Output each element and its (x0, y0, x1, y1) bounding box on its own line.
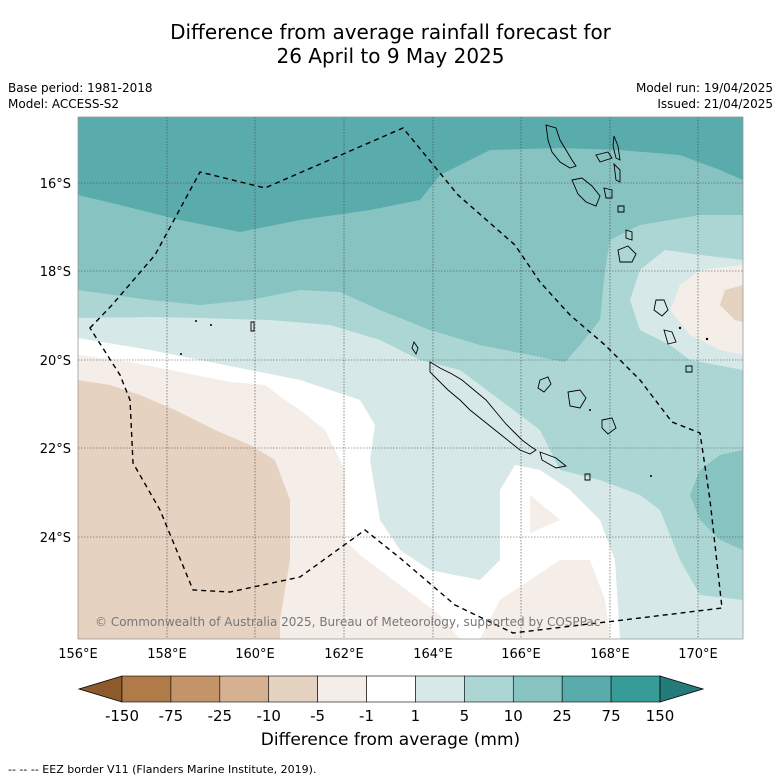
colorbar-tick-label: 1 (411, 707, 421, 725)
latitude-labels: 16°S 18°S 20°S 22°S 24°S (40, 177, 71, 546)
map-frame (77, 116, 744, 640)
metadata-right: Model run: 19/04/2025 Issued: 21/04/2025 (636, 80, 773, 112)
colorbar-tick-label: -1 (359, 707, 374, 725)
islet-5 (705, 337, 709, 341)
lon-label-156e: 156°E (58, 647, 98, 662)
lat-label-22s: 22°S (40, 442, 71, 457)
islet-3 (180, 353, 182, 355)
walpole-island (584, 473, 591, 481)
issued-text: Issued: 21/04/2025 (657, 97, 773, 111)
contour-neg1-neg5-south (480, 560, 610, 639)
coastlines (250, 124, 693, 481)
aneityum-island (663, 329, 677, 345)
malakula-island (571, 177, 601, 207)
colorbar-tick-label: -10 (256, 707, 281, 725)
lon-label-162e: 162°E (324, 647, 364, 662)
epi-island (617, 205, 625, 213)
colorbar-segment (610, 675, 661, 703)
maewo-island (612, 135, 621, 161)
espiritu-santo-island (545, 124, 577, 169)
ambrym-island (603, 187, 613, 199)
eez-footnote: -- -- -- EEZ border V11 (Flanders Marine… (8, 763, 317, 776)
contour-25-75 (78, 117, 743, 232)
colorbar-tick-label: -25 (208, 707, 233, 725)
lat-label-16s: 16°S (40, 177, 71, 192)
contour-neg1-neg5-patch (530, 495, 560, 533)
colorbar-segment (121, 675, 172, 703)
colorbar-label: Difference from average (mm) (260, 730, 521, 750)
colorbar-segment (219, 675, 270, 703)
base-period-text: Base period: 1981-2018 (8, 81, 153, 95)
colorbar-tick-label: 25 (553, 707, 572, 725)
graticule (78, 117, 743, 639)
islet-2 (210, 324, 212, 326)
colorbar-tick-label: 10 (504, 707, 523, 725)
islet-6 (650, 475, 652, 477)
lifou-island (567, 389, 587, 409)
lon-label-160e: 160°E (235, 647, 275, 662)
metadata-left: Base period: 1981-2018 Model: ACCESS-S2 (8, 80, 153, 112)
tanna-island (653, 299, 669, 317)
colorbar-tick-label: 5 (460, 707, 470, 725)
colorbar-tick-label: -150 (105, 707, 139, 725)
small-islets (180, 320, 709, 477)
copyright-text: © Commonwealth of Australia 2025, Bureau… (95, 615, 600, 629)
colorbar-segment (561, 675, 612, 703)
colorbar: -150 -75 -25 -10 -5 -1 1 5 10 25 75 150 (77, 675, 705, 725)
rainfall-contours (78, 117, 743, 639)
contour-neg5-neg10-east (720, 285, 743, 322)
colorbar-tick-label: -5 (310, 707, 325, 725)
colorbar-tick-label: 150 (646, 707, 675, 725)
model-run-text: Model run: 19/04/2025 (635, 81, 773, 95)
colorbar-segment (317, 675, 367, 703)
islet-1 (195, 320, 197, 322)
new-caledonia-island (429, 361, 537, 455)
rennell-island (250, 321, 255, 332)
lon-label-166e: 166°E (501, 647, 541, 662)
isle-of-pines (539, 451, 568, 469)
model-text: Model: ACCESS-S2 (8, 97, 120, 111)
map-title: Difference from average rainfall forecas… (0, 20, 781, 68)
lon-label-158e: 158°E (147, 647, 187, 662)
lat-label-24s: 24°S (40, 531, 71, 546)
lat-label-20s: 20°S (40, 354, 71, 369)
erromango-island (617, 245, 637, 263)
colorbar-segment (170, 675, 221, 703)
contour-10-25-east (690, 450, 743, 550)
longitude-labels: 156°E 158°E 160°E 162°E 164°E 166°E 168°… (58, 647, 718, 662)
belep-islands (411, 340, 419, 356)
lat-label-18s: 18°S (40, 265, 71, 280)
title-line-1: Difference from average rainfall forecas… (170, 20, 611, 44)
matthew-island (685, 365, 693, 373)
lon-label-164e: 164°E (413, 647, 453, 662)
colorbar-segment (268, 675, 318, 703)
islet-7 (589, 409, 591, 411)
colorbar-segment (512, 675, 563, 703)
colorbar-segment (464, 675, 514, 703)
islet-4 (678, 326, 682, 330)
title-line-2: 26 April to 9 May 2025 (276, 44, 505, 68)
ambae-island (595, 151, 613, 163)
contour-neg5-neg10 (78, 380, 290, 639)
efate-island (625, 229, 633, 241)
mare-island (601, 417, 617, 435)
ouvea-island (537, 376, 552, 393)
colorbar-tick-label: -75 (159, 707, 184, 725)
colorbar-tick-label: 75 (602, 707, 621, 725)
lon-label-170e: 170°E (678, 647, 718, 662)
contour-neg1-neg5-east (670, 265, 743, 355)
colorbar-segment (366, 675, 416, 703)
pentecost-island (613, 162, 621, 183)
colorbar-extend-low (77, 675, 123, 703)
colorbar-extend-high (659, 675, 705, 703)
lon-label-168e: 168°E (590, 647, 630, 662)
colorbar-segment (415, 675, 465, 703)
